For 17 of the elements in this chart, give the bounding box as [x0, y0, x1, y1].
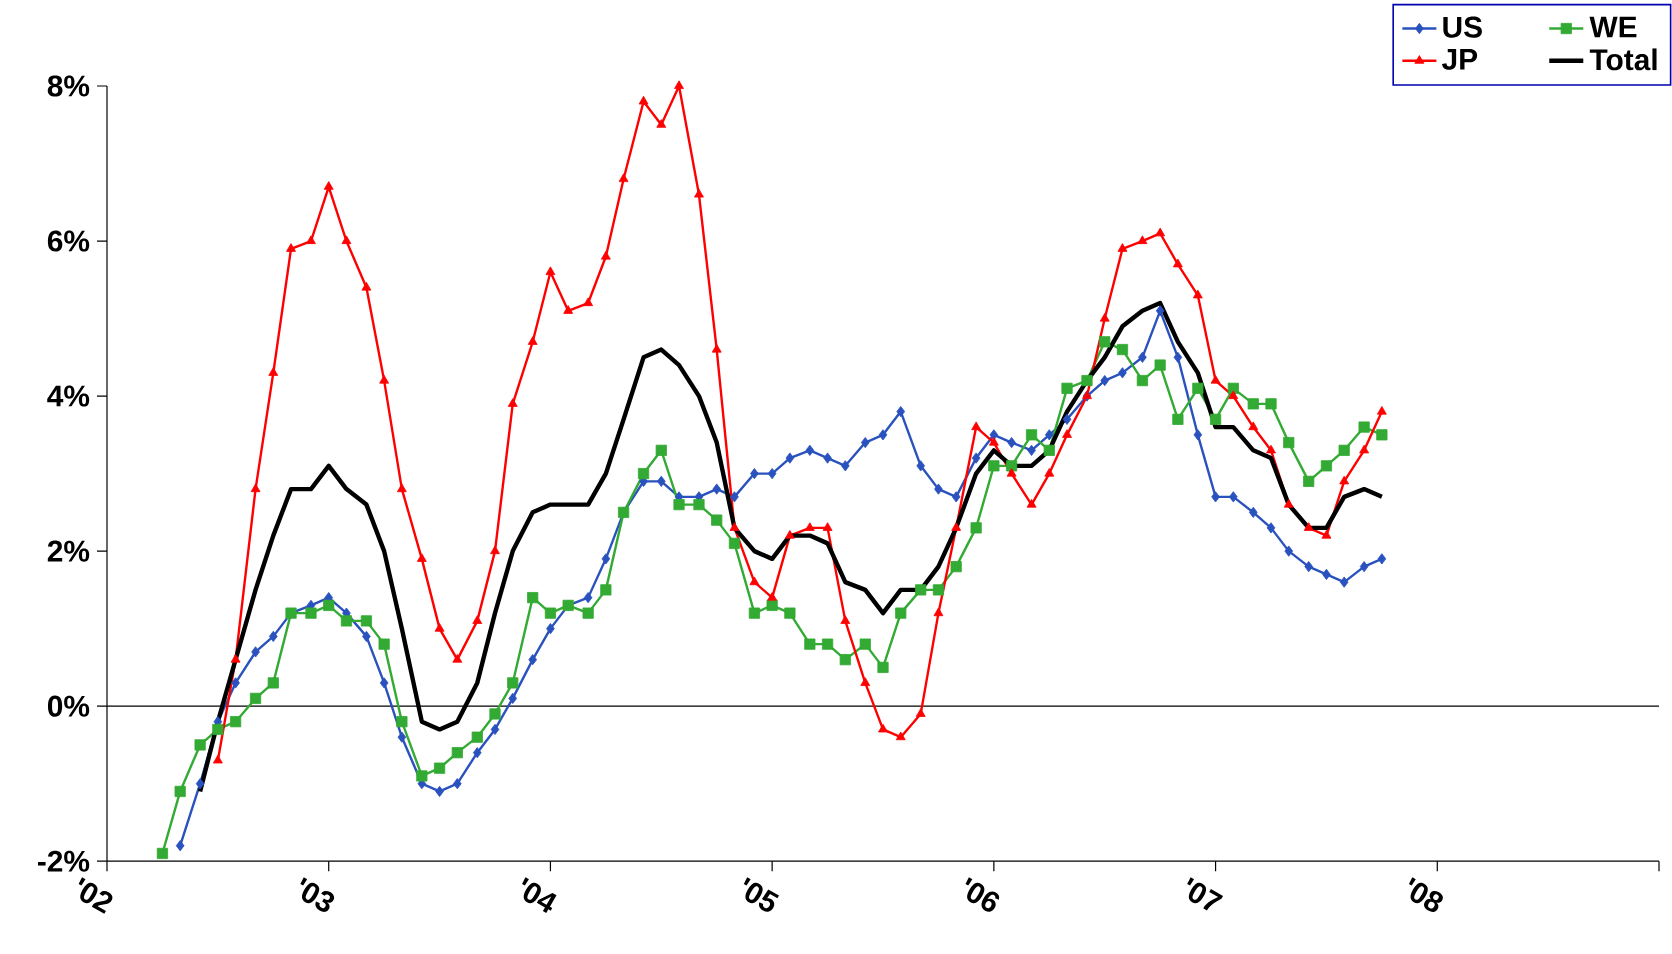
y-tick-label: 6% [47, 230, 90, 252]
x-tick-label: '07 [1187, 877, 1224, 911]
x-tick-label: '03 [300, 877, 335, 912]
x-tick-label: '06 [965, 877, 1000, 912]
legend-label: US [1443, 16, 1482, 38]
y-tick-label: 2% [47, 540, 90, 562]
legend-label: JP [1442, 48, 1478, 70]
x-tick-label: '02 [78, 877, 113, 914]
x-tick-label: '04 [522, 877, 557, 913]
y-tick-label: 4% [47, 385, 90, 407]
x-tick-label: '08 [1408, 877, 1443, 912]
y-tick-label: 8% [47, 75, 90, 97]
legend-label: Total [1589, 48, 1657, 71]
x-tick-label: '05 [743, 877, 779, 912]
y-tick-label: -2% [37, 850, 90, 872]
y-tick-label: 0% [47, 695, 90, 717]
legend-label: WE [1589, 16, 1637, 38]
